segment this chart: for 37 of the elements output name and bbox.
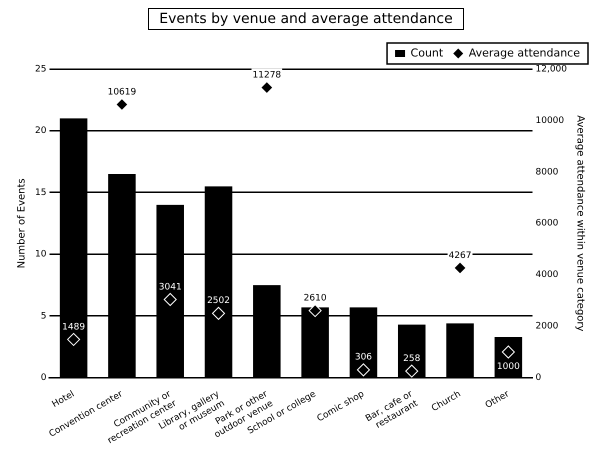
y-tick-label: 25: [35, 64, 46, 74]
y2-tick-label: 2000: [536, 322, 559, 332]
legend-label: Average attendance: [468, 46, 580, 60]
point: [212, 306, 226, 320]
data-label: 306: [354, 352, 372, 363]
y-tick-label: 15: [35, 188, 46, 198]
y-axis-title: Number of Events: [16, 178, 28, 268]
point: [260, 81, 274, 94]
y2-tick-label: 6000: [536, 218, 559, 229]
data-label: 1000: [496, 362, 520, 372]
y-tick-label: 5: [40, 311, 46, 322]
point: [164, 292, 177, 306]
y-tick-label: 10: [35, 250, 47, 260]
chart-title: Events by venue and average attendance: [148, 8, 464, 30]
point: [405, 364, 418, 378]
y2-tick-label: 12,000: [536, 64, 568, 74]
data-label: 3041: [158, 282, 182, 292]
y2-tick-label: 4000: [536, 270, 559, 280]
y2-tick-label: 0: [536, 373, 542, 384]
y-tick-label: 20: [35, 126, 47, 136]
y2-tick-label: 10000: [536, 116, 564, 126]
data-label: 11278: [252, 70, 282, 80]
data-label: 10619: [108, 87, 136, 98]
point: [67, 332, 80, 346]
y2-axis-title: Average attendance within venue category: [574, 115, 586, 332]
point: [454, 261, 467, 274]
point: [115, 98, 128, 112]
legend-label: Count: [410, 46, 444, 60]
data-label: 258: [403, 354, 421, 364]
data-label: 2502: [207, 296, 230, 306]
data-label: 1489: [62, 322, 86, 332]
point: [356, 363, 370, 376]
y-tick-label: 0: [40, 373, 47, 384]
point: [308, 304, 322, 318]
data-label: 2610: [304, 293, 327, 304]
y2-tick-label: 8000: [536, 167, 559, 178]
data-label: 4267: [448, 250, 472, 261]
